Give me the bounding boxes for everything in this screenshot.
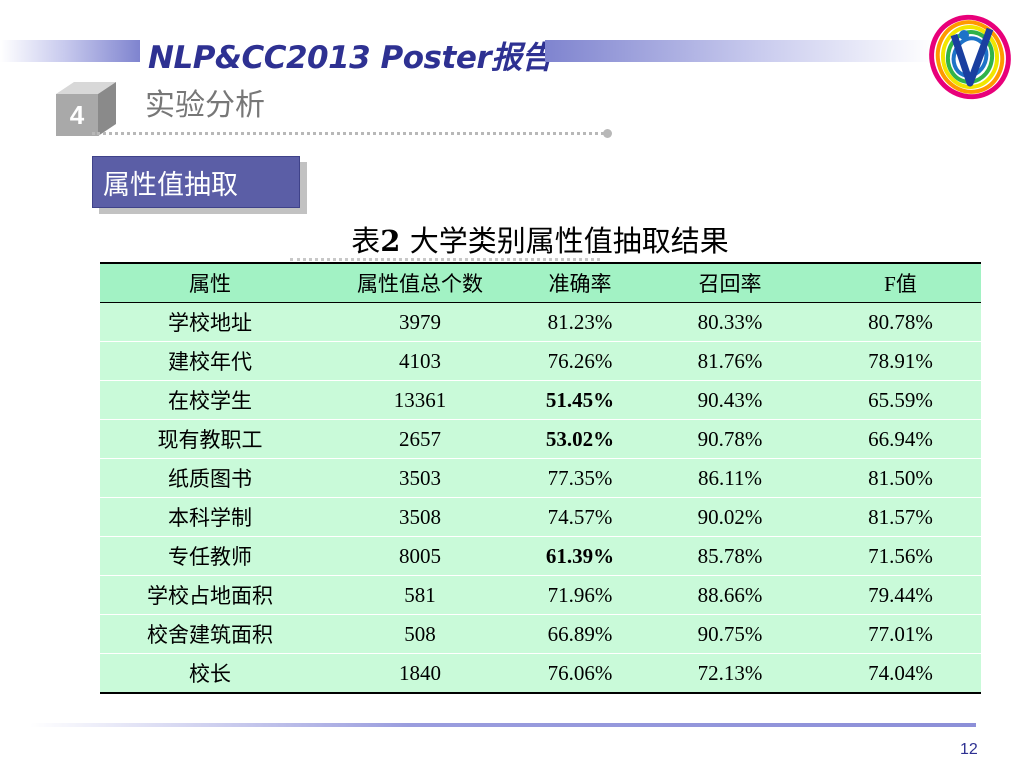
cell-count: 4103 xyxy=(320,341,520,381)
table-row: 校舍建筑面积 508 66.89% 90.75% 77.01% xyxy=(100,614,981,654)
cell-precision: 66.89% xyxy=(520,614,640,654)
conference-logo xyxy=(929,14,1011,100)
cell-recall: 90.78% xyxy=(640,419,820,459)
cell-count: 3508 xyxy=(320,497,520,537)
table-row: 学校地址 3979 81.23% 80.33% 80.78% xyxy=(100,302,981,342)
page-number: 12 xyxy=(960,741,978,758)
cell-count: 2657 xyxy=(320,419,520,459)
table-row: 专任教师 8005 61.39% 85.78% 71.56% xyxy=(100,536,981,576)
cell-f-value: 65.59% xyxy=(820,380,981,420)
cell-f-value: 81.57% xyxy=(820,497,981,537)
cell-f-value: 74.04% xyxy=(820,653,981,694)
table-row: 本科学制 3508 74.57% 90.02% 81.57% xyxy=(100,497,981,537)
cell-recall: 88.66% xyxy=(640,575,820,615)
column-header: F值 xyxy=(820,262,981,303)
cell-count: 581 xyxy=(320,575,520,615)
section-number-cube: 4 xyxy=(56,82,116,136)
section-divider xyxy=(92,132,604,135)
cell-f-value: 78.91% xyxy=(820,341,981,381)
cell-attribute: 本科学制 xyxy=(100,497,320,537)
table-row: 现有教职工 2657 53.02% 90.78% 66.94% xyxy=(100,419,981,459)
column-header: 属性 xyxy=(100,262,320,303)
column-header: 召回率 xyxy=(640,262,820,303)
cell-precision: 71.96% xyxy=(520,575,640,615)
cell-f-value: 81.50% xyxy=(820,458,981,498)
table-row: 纸质图书 3503 77.35% 86.11% 81.50% xyxy=(100,458,981,498)
section-title: 实验分析 xyxy=(145,88,265,123)
cell-recall: 86.11% xyxy=(640,458,820,498)
cell-recall: 90.75% xyxy=(640,614,820,654)
section-divider-end xyxy=(603,129,612,138)
cell-recall: 90.43% xyxy=(640,380,820,420)
header-title: NLP&CC2013 Poster报告 xyxy=(148,40,553,76)
table-caption: 表2 大学类别属性值抽取结果 xyxy=(0,218,1024,260)
cell-recall: 90.02% xyxy=(640,497,820,537)
column-header: 准确率 xyxy=(520,262,640,303)
caption-number: 2 xyxy=(380,224,401,258)
table-row: 建校年代 4103 76.26% 81.76% 78.91% xyxy=(100,341,981,381)
caption-divider xyxy=(290,258,600,261)
cell-attribute: 现有教职工 xyxy=(100,419,320,459)
section-number: 4 xyxy=(70,100,85,130)
cell-attribute: 建校年代 xyxy=(100,341,320,381)
footer-divider xyxy=(30,723,976,727)
cell-count: 8005 xyxy=(320,536,520,576)
cell-f-value: 66.94% xyxy=(820,419,981,459)
cell-precision: 61.39% xyxy=(520,536,640,576)
cell-count: 1840 xyxy=(320,653,520,694)
cell-precision: 53.02% xyxy=(520,419,640,459)
cell-attribute: 校长 xyxy=(100,653,320,694)
cell-precision: 74.57% xyxy=(520,497,640,537)
cell-f-value: 80.78% xyxy=(820,302,981,342)
cell-precision: 76.26% xyxy=(520,341,640,381)
table-row: 在校学生 13361 51.45% 90.43% 65.59% xyxy=(100,380,981,420)
table-header-row: 属性 属性值总个数 准确率 召回率 F值 xyxy=(100,262,981,303)
cell-f-value: 79.44% xyxy=(820,575,981,615)
cell-attribute: 校舍建筑面积 xyxy=(100,614,320,654)
header-bar-left xyxy=(0,40,140,62)
column-header: 属性值总个数 xyxy=(320,262,520,303)
header-bar-right xyxy=(545,40,935,62)
cell-count: 13361 xyxy=(320,380,520,420)
cell-precision: 76.06% xyxy=(520,653,640,694)
cell-recall: 80.33% xyxy=(640,302,820,342)
caption-text: 大学类别属性值抽取结果 xyxy=(400,224,729,258)
cell-precision: 51.45% xyxy=(520,380,640,420)
table-row: 学校占地面积 581 71.96% 88.66% 79.44% xyxy=(100,575,981,615)
cell-attribute: 学校地址 xyxy=(100,302,320,342)
cell-attribute: 专任教师 xyxy=(100,536,320,576)
subsection-label: 属性值抽取 xyxy=(92,156,300,208)
cell-recall: 81.76% xyxy=(640,341,820,381)
cell-recall: 72.13% xyxy=(640,653,820,694)
table-row: 校长 1840 76.06% 72.13% 74.04% xyxy=(100,653,981,694)
results-table: 属性 属性值总个数 准确率 召回率 F值 学校地址 3979 81.23% 80… xyxy=(100,262,981,694)
cell-count: 508 xyxy=(320,614,520,654)
caption-prefix: 表 xyxy=(351,224,381,258)
cell-recall: 85.78% xyxy=(640,536,820,576)
cell-precision: 81.23% xyxy=(520,302,640,342)
cell-attribute: 在校学生 xyxy=(100,380,320,420)
cell-attribute: 纸质图书 xyxy=(100,458,320,498)
cell-attribute: 学校占地面积 xyxy=(100,575,320,615)
cell-count: 3979 xyxy=(320,302,520,342)
cell-precision: 77.35% xyxy=(520,458,640,498)
cell-f-value: 71.56% xyxy=(820,536,981,576)
cell-count: 3503 xyxy=(320,458,520,498)
cell-f-value: 77.01% xyxy=(820,614,981,654)
